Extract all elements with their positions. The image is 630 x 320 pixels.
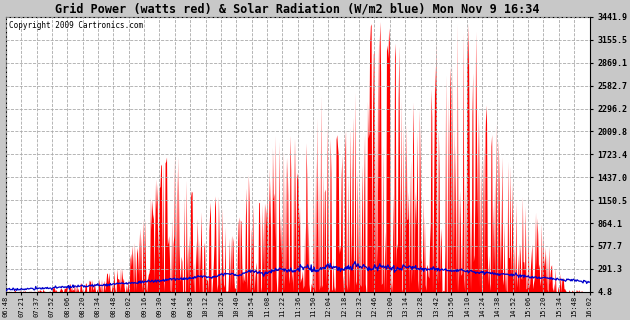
Text: Copyright 2009 Cartronics.com: Copyright 2009 Cartronics.com (9, 21, 143, 30)
Title: Grid Power (watts red) & Solar Radiation (W/m2 blue) Mon Nov 9 16:34: Grid Power (watts red) & Solar Radiation… (55, 3, 540, 16)
